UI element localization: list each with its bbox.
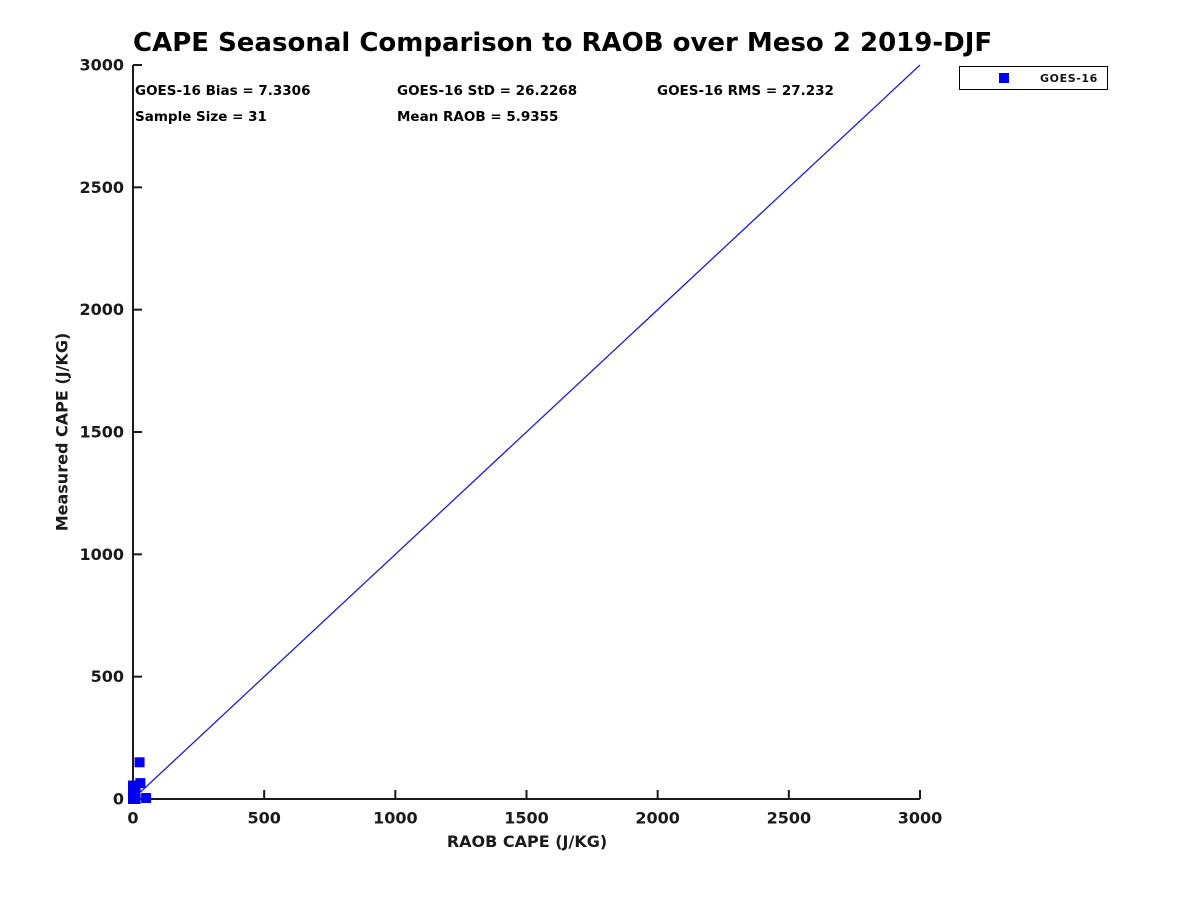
y-tick-label: 3000 <box>79 56 124 75</box>
y-tick-label: 2500 <box>79 178 124 197</box>
y-tick-label: 1000 <box>79 545 124 564</box>
stat-std: GOES-16 StD = 26.2268 <box>397 83 578 99</box>
x-tick-label: 2000 <box>635 809 680 828</box>
chart-title: CAPE Seasonal Comparison to RAOB over Me… <box>133 28 993 58</box>
legend-marker-square-icon <box>999 73 1009 83</box>
scatter-point <box>134 757 145 768</box>
legend: GOES-16 <box>959 66 1108 90</box>
x-tick-label: 1000 <box>373 809 418 828</box>
stat-sample-size: Sample Size = 31 <box>135 109 267 125</box>
x-tick-label: 3000 <box>898 809 943 828</box>
stat-bias: GOES-16 Bias = 7.3306 <box>135 83 311 99</box>
y-tick-label: 500 <box>91 667 124 686</box>
y-tick-label: 1500 <box>79 423 124 442</box>
scatter-point <box>135 778 146 789</box>
stat-mean-raob: Mean RAOB = 5.9355 <box>397 109 559 125</box>
x-tick-label: 500 <box>247 809 280 828</box>
x-tick-label: 2500 <box>767 809 812 828</box>
scatter-point <box>130 794 141 804</box>
scatter-point <box>141 793 152 804</box>
x-tick-label: 1500 <box>504 809 549 828</box>
x-axis-label: RAOB CAPE (J/KG) <box>446 832 608 851</box>
y-tick-label: 2000 <box>79 300 124 319</box>
legend-entry-label: GOES-16 <box>1040 71 1098 85</box>
y-tick-label: 0 <box>113 790 124 809</box>
y-axis-label-text: Measured CAPE (J/KG) <box>52 332 72 532</box>
reference-line <box>132 64 921 800</box>
x-tick-label: 0 <box>127 809 138 828</box>
stat-rms: GOES-16 RMS = 27.232 <box>657 83 834 99</box>
